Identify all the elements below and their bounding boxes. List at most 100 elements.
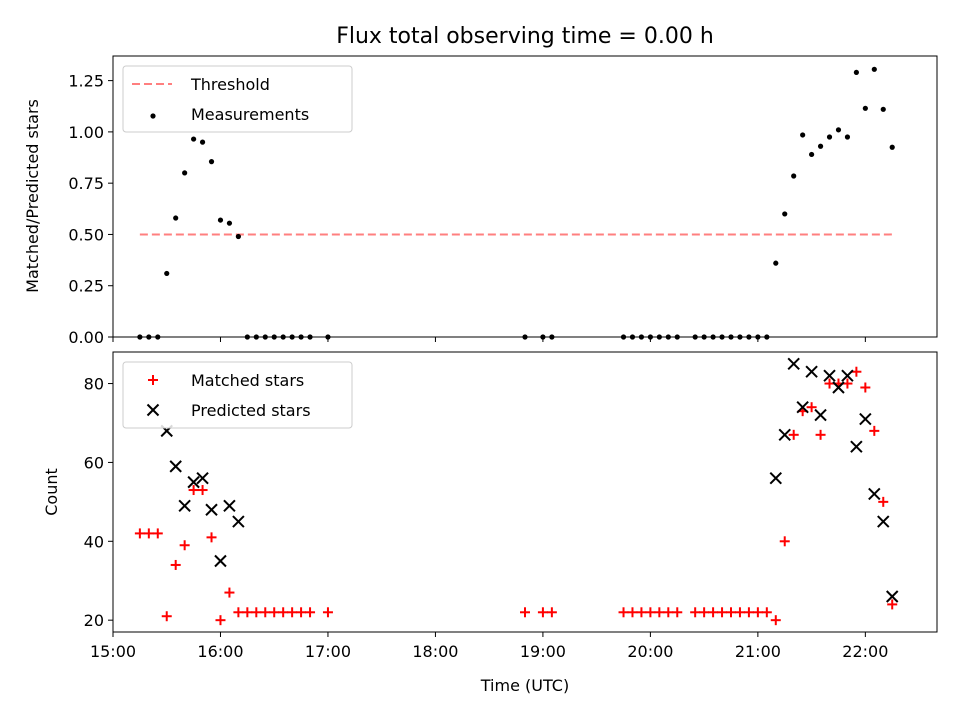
predicted-star-point: [787, 357, 800, 371]
matched-star-point: [779, 536, 790, 547]
predicted-star-point: [886, 590, 899, 603]
matched-star-point: [815, 429, 826, 440]
legend-label: Matched stars: [191, 371, 304, 390]
measurement-point: [182, 170, 188, 176]
matched-star-point: [224, 587, 235, 598]
measurement-point: [298, 334, 304, 340]
count-plot: 20 40 60 80 15:00 16:00 17:00 18:00 19:00 20:00 21…: [84, 351, 938, 661]
matched-star-point: [726, 607, 736, 618]
measurement-point: [164, 270, 170, 277]
chart-title: Flux total observing time = 0.00 h: [336, 24, 714, 49]
x-tick-label: 21:00: [735, 642, 781, 661]
matched-star-point: [734, 607, 745, 618]
measurement-point: [226, 220, 233, 226]
matched-star-point: [851, 366, 862, 377]
measurement-point: [755, 334, 761, 340]
measurement-point: [244, 334, 250, 340]
predicted-star-point: [877, 515, 890, 528]
ratio-plot: 0.00 0.25 0.50 0.75 1.00 1.25 Threshold Measure…: [68, 55, 938, 347]
x-tick-label: 19:00: [520, 642, 566, 661]
matched-star-point: [305, 607, 316, 618]
measurement-point: [208, 159, 215, 165]
y-tick-label: 0.00: [68, 328, 104, 347]
measurement-point: [782, 211, 788, 217]
predicted-star-point: [223, 499, 236, 513]
y-tick-label: 0.50: [68, 225, 104, 244]
measurement-point: [809, 151, 815, 158]
matched-star-point: [663, 607, 674, 618]
matched-star-point: [690, 607, 701, 618]
matched-star-point: [260, 607, 271, 618]
matched-star-point: [537, 607, 548, 618]
measurement-point: [289, 334, 295, 340]
measurement-point: [155, 334, 161, 340]
measurement-point: [862, 105, 868, 111]
measurement-point: [800, 132, 806, 138]
measurement-point: [728, 334, 734, 340]
measurement-point: [773, 260, 779, 266]
measurement-point: [817, 143, 824, 149]
measurement-point: [325, 334, 331, 340]
matched-star-point: [143, 528, 154, 539]
matched-star-point: [546, 607, 557, 618]
predicted-star-point: [178, 499, 191, 513]
matched-star-point: [743, 607, 754, 618]
measurement-point: [191, 136, 197, 142]
measurement-point: [746, 334, 752, 340]
matched-star-point: [842, 378, 853, 389]
legend-box: [122, 361, 353, 429]
matched-star-point: [242, 607, 253, 618]
matched-star-point: [251, 607, 262, 618]
legend-x-handle: [146, 403, 160, 417]
measurement-point: [791, 173, 797, 179]
predicted-star-point: [850, 440, 863, 453]
matched-star-point: [869, 425, 880, 436]
matched-star-point: [215, 615, 226, 626]
x-tick-label: 18:00: [412, 642, 458, 661]
measurement-point: [146, 334, 152, 340]
matched-star-point: [269, 607, 280, 618]
matched-star-point: [618, 607, 629, 618]
matched-star-point: [134, 528, 145, 539]
measurement-point: [871, 66, 877, 72]
matched-star-point: [654, 607, 665, 618]
matched-star-point: [806, 402, 817, 413]
matched-star-point: [717, 607, 728, 618]
measurement-point: [253, 334, 259, 340]
measurement-point: [719, 334, 725, 340]
legend-label: Predicted stars: [191, 401, 311, 420]
x-tick-label: 20:00: [627, 642, 673, 661]
y-tick-label: 20: [84, 611, 104, 630]
measurement-point: [620, 334, 627, 340]
measurement-point: [826, 134, 833, 140]
measurement-point: [710, 334, 716, 340]
measurement-point: [674, 334, 680, 340]
y-tick-label: 1.25: [68, 72, 104, 91]
measurement-point: [307, 334, 313, 340]
predicted-star-point: [205, 503, 218, 516]
plot-frame: [112, 351, 938, 633]
matched-star-point: [520, 607, 530, 618]
legend-label: Threshold: [190, 75, 270, 94]
x-axis-label: Time (UTC): [480, 676, 569, 695]
matched-star-point: [152, 528, 163, 539]
predicted-star-point: [232, 515, 245, 528]
matched-star-point: [287, 607, 298, 618]
measurement-point: [549, 334, 555, 340]
measurement-point: [737, 334, 743, 340]
y-tick-label: 80: [84, 375, 104, 394]
predicted-star-point: [778, 428, 791, 442]
matched-star-point: [752, 607, 763, 618]
predicted-star-point: [832, 381, 845, 394]
measurement-point: [173, 215, 179, 221]
measurement-point: [853, 69, 859, 76]
matched-star-point: [878, 496, 889, 507]
matched-star-point: [636, 607, 647, 618]
measurement-point: [692, 334, 698, 340]
y-tick-label: 0.75: [68, 174, 104, 193]
measurement-point: [217, 217, 224, 223]
matched-star-point: [278, 607, 289, 618]
legend: Matched stars Predicted stars: [122, 361, 353, 429]
matched-star-point: [672, 607, 683, 618]
